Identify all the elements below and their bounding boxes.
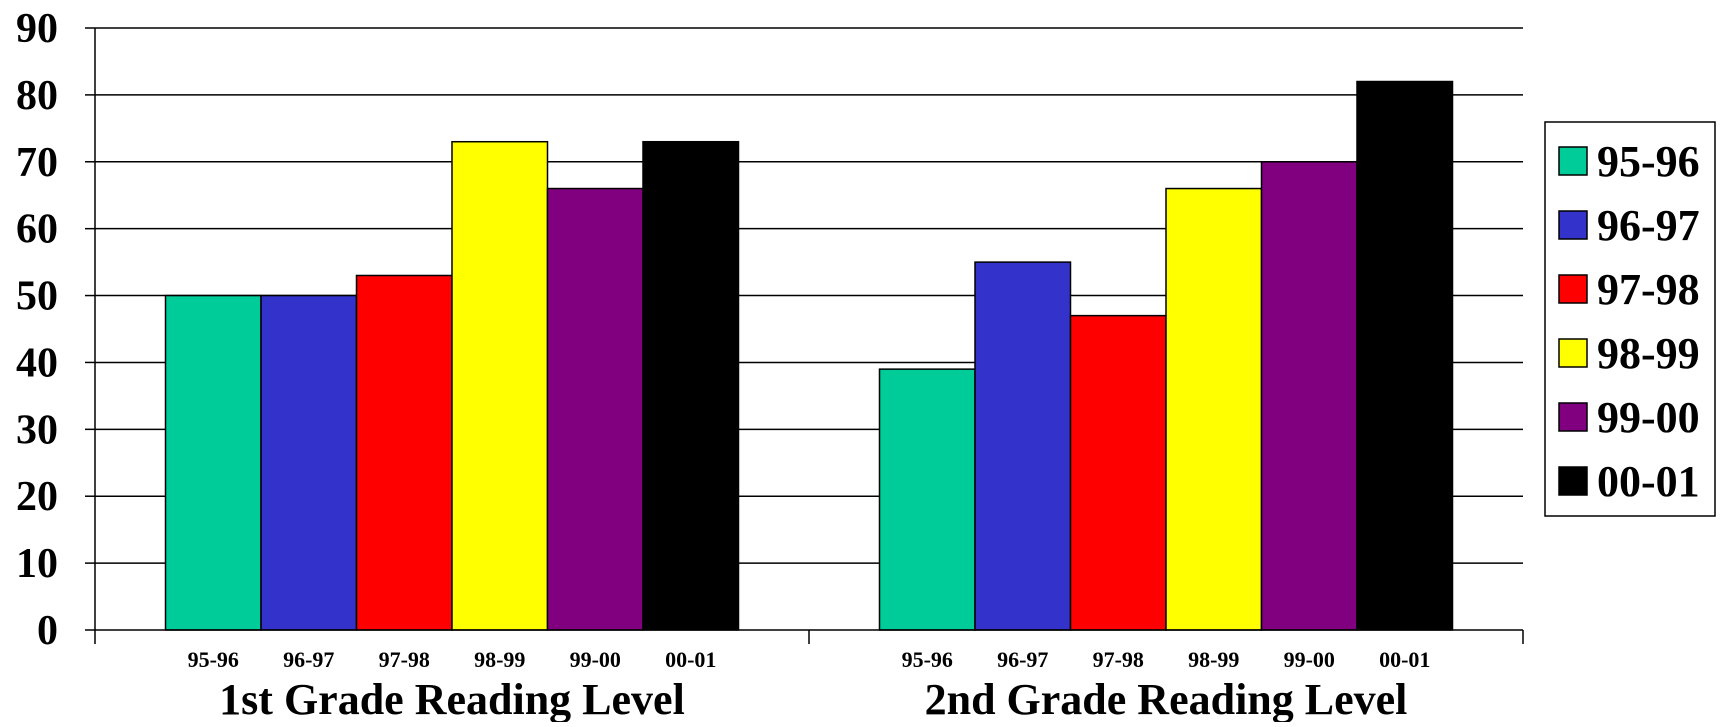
y-tick-label: 10 xyxy=(16,541,58,587)
legend-label: 98-99 xyxy=(1597,329,1700,378)
bar-label: 97-98 xyxy=(379,647,430,672)
y-tick-label: 50 xyxy=(16,274,58,320)
axes: 0 10 20 30 40 50 60 70 80 90 95-96 96-97 97-98 98-99 9… xyxy=(16,6,1524,724)
bar-label: 95-96 xyxy=(188,647,239,672)
bar-1-95-96 xyxy=(164,294,262,631)
y-tick-label: 70 xyxy=(16,140,58,186)
legend-label: 96-97 xyxy=(1597,201,1700,250)
bar-1-97-98 xyxy=(355,274,453,631)
legend-label: 00-01 xyxy=(1597,457,1700,506)
bar-label: 00-01 xyxy=(665,647,716,672)
y-tick-label: 90 xyxy=(16,6,58,52)
y-tick-label: 40 xyxy=(16,340,58,386)
bar-label: 96-97 xyxy=(997,647,1048,672)
bar-label: 95-96 xyxy=(902,647,953,672)
bar-label: 97-98 xyxy=(1093,647,1144,672)
bar-label: 00-01 xyxy=(1379,647,1430,672)
bar-2-96-97 xyxy=(974,261,1072,631)
bar-label: 96-97 xyxy=(283,647,334,672)
legend-swatch-95-96 xyxy=(1558,146,1588,176)
bar-2-99-00 xyxy=(1260,161,1358,631)
bar-label: 99-00 xyxy=(1284,647,1335,672)
bar-1-00-01 xyxy=(642,140,740,631)
bar-2-98-99 xyxy=(1165,187,1263,631)
category-label: 1st Grade Reading Level xyxy=(219,675,685,722)
bar-1-96-97 xyxy=(260,294,358,631)
y-tick-label: 80 xyxy=(16,73,58,119)
bar-1-98-99 xyxy=(451,140,549,631)
legend: 95-96 96-97 97-98 98-99 99-00 00-01 xyxy=(1544,121,1716,517)
legend-label: 97-98 xyxy=(1597,265,1700,314)
bar-1-99-00 xyxy=(546,187,644,631)
bars xyxy=(164,80,1454,631)
bar-2-97-98 xyxy=(1069,314,1167,631)
bar-label: 98-99 xyxy=(474,647,525,672)
legend-swatch-98-99 xyxy=(1558,338,1588,368)
legend-swatch-99-00 xyxy=(1558,402,1588,432)
legend-label: 99-00 xyxy=(1597,393,1700,442)
legend-swatch-00-01 xyxy=(1558,466,1588,496)
bar-2-00-01 xyxy=(1356,80,1454,631)
y-tick-label: 0 xyxy=(37,608,58,654)
legend-box xyxy=(1544,121,1716,517)
bar-label: 99-00 xyxy=(570,647,621,672)
bar-label: 98-99 xyxy=(1188,647,1239,672)
legend-label: 95-96 xyxy=(1597,137,1700,186)
bar-2-95-96 xyxy=(878,368,976,631)
y-tick-label: 30 xyxy=(16,407,58,453)
y-tick-label: 60 xyxy=(16,207,58,253)
category-label: 2nd Grade Reading Level xyxy=(925,675,1408,722)
legend-swatch-96-97 xyxy=(1558,210,1588,240)
y-tick-label: 20 xyxy=(16,474,58,520)
legend-swatch-97-98 xyxy=(1558,274,1588,304)
